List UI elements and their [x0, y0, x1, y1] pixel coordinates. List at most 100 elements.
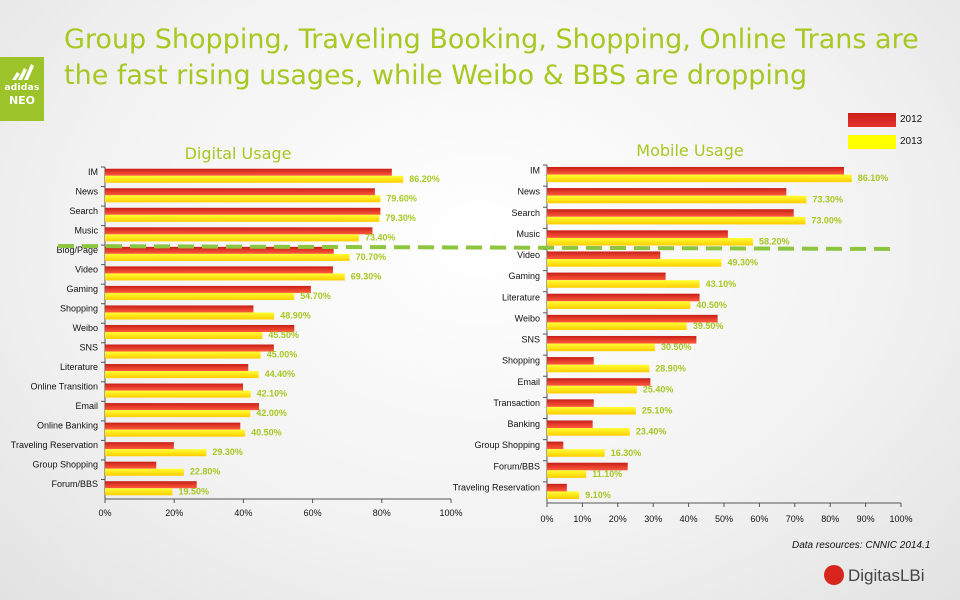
data-source-note: Data resources: CNNIC 2014.1	[792, 540, 931, 551]
mobile-bar-2013	[547, 216, 806, 225]
mobile-x-tick-label: 10%	[573, 514, 591, 524]
digital-bar-2012	[105, 246, 334, 254]
mobile-data-label: 9.10%	[585, 490, 611, 500]
digital-bar-2013	[105, 234, 359, 242]
digital-category-label: Traveling Reservation	[11, 440, 98, 450]
digital-bar-2012	[105, 188, 375, 196]
mobile-bar-2013	[547, 406, 636, 415]
mobile-bar-2012	[547, 335, 697, 344]
mobile-data-label: 28.90%	[655, 363, 686, 373]
digital-data-label: 40.50%	[251, 428, 282, 438]
mobile-bar-2012	[547, 462, 628, 471]
legend-label-2012: 2012	[900, 114, 923, 125]
trend-divider-dashed-line	[57, 244, 893, 251]
digitas-horse-icon	[824, 564, 844, 585]
digital-x-tick-label: 100%	[439, 508, 462, 518]
digital-data-label: 73.40%	[365, 232, 396, 242]
digital-category-label: Music	[74, 225, 98, 235]
digital-bar-2012	[105, 305, 254, 313]
legend-swatch-2013	[848, 135, 896, 149]
mobile-x-tick-label: 20%	[609, 514, 627, 524]
digital-x-tick-label: 40%	[234, 508, 252, 518]
mobile-bar-2012	[547, 441, 564, 450]
mobile-bar-2013	[547, 259, 722, 267]
mobile-category-label: Forum/BBS	[493, 461, 540, 471]
digital-data-label: 79.30%	[385, 213, 416, 223]
digital-data-label: 19.50%	[178, 486, 209, 496]
mobile-bar-2012	[547, 399, 594, 407]
digital-category-label: Email	[75, 401, 98, 411]
digital-category-label: Shopping	[60, 303, 98, 313]
digital-category-label: Gaming	[66, 284, 98, 294]
title-line-2: the fast rising usages, while Weibo & BB…	[64, 60, 808, 91]
digital-data-label: 22.80%	[190, 467, 221, 477]
mobile-data-label: 58.20%	[759, 237, 790, 247]
digital-bar-2013	[105, 371, 259, 379]
adidas-neo-logo: adidas NEO	[0, 57, 44, 121]
mobile-data-label: 30.50%	[661, 342, 692, 352]
digital-x-tick-label: 60%	[304, 508, 322, 518]
mobile-category-label: Video	[517, 250, 540, 260]
digital-bar-2012	[105, 168, 392, 176]
mobile-data-label: 23.40%	[636, 427, 667, 437]
digital-bar-2012	[105, 403, 259, 411]
digital-bar-2013	[105, 292, 295, 300]
digital-bar-2012	[105, 324, 295, 332]
mobile-bar-2012	[547, 483, 567, 492]
digital-data-label: 42.00%	[256, 408, 287, 418]
digital-bar-2012	[105, 422, 241, 430]
mobile-bar-2013	[547, 237, 754, 246]
mobile-bar-2013	[547, 491, 580, 500]
mobile-x-tick-label: 60%	[750, 514, 768, 524]
digital-data-label: 48.90%	[280, 311, 311, 321]
mobile-data-label: 16.30%	[611, 448, 642, 458]
digital-category-label: Forum/BBS	[51, 479, 98, 489]
mobile-bar-2012	[547, 357, 594, 365]
mobile-category-label: IM	[530, 166, 540, 176]
digital-bar-2013	[105, 214, 380, 222]
digital-bar-2013	[105, 312, 275, 320]
digital-category-label: Literature	[60, 362, 98, 372]
digital-bar-2012	[105, 364, 249, 372]
company-name: DigitasLBi	[848, 566, 925, 585]
mobile-data-label: 25.10%	[642, 406, 673, 416]
mobile-bar-2013	[547, 174, 852, 183]
mobile-x-tick-label: 90%	[857, 514, 875, 524]
mobile-data-label: 11.10%	[592, 469, 622, 479]
digital-data-label: 54.70%	[300, 291, 331, 301]
digital-bar-2012	[105, 344, 274, 352]
mobile-category-label: Email	[517, 377, 540, 387]
mobile-bar-2013	[547, 301, 691, 309]
digital-bar-2013	[105, 449, 207, 457]
mobile-category-label: Banking	[507, 419, 540, 429]
mobile-bar-2012	[547, 420, 593, 429]
digital-bar-2013	[105, 410, 251, 418]
mobile-bar-2013	[547, 343, 655, 352]
mobile-category-label: Weibo	[515, 313, 540, 323]
mobile-data-label: 73.30%	[812, 194, 843, 204]
digital-category-label: Online Banking	[37, 421, 98, 431]
mobile-bar-2012	[547, 272, 666, 281]
digital-bar-2012	[105, 227, 373, 235]
mobile-bar-2012	[547, 314, 718, 323]
mobile-x-tick-label: 100%	[889, 514, 912, 524]
mobile-bar-2012	[547, 378, 651, 386]
mobile-x-tick-label: 50%	[715, 514, 733, 524]
mobile-x-tick-label: 0%	[540, 514, 553, 524]
mobile-bar-2013	[547, 449, 605, 457]
page-title: Group Shopping, Traveling Booking, Shopp…	[64, 22, 924, 94]
digital-x-tick-label: 80%	[373, 508, 391, 518]
digital-category-label: Weibo	[73, 323, 98, 333]
mobile-category-label: Shopping	[502, 356, 540, 366]
digital-category-label: Search	[69, 206, 98, 216]
mobile-bar-2013	[547, 428, 630, 436]
digital-category-label: Online Transition	[30, 382, 98, 392]
digital-chart-title: Digital Usage	[185, 144, 292, 163]
mobile-x-tick-label: 80%	[821, 514, 839, 524]
digital-data-label: 45.00%	[267, 350, 298, 360]
mobile-bar-2013	[547, 322, 687, 331]
mobile-category-label: Search	[511, 208, 540, 218]
legend-label-2013: 2013	[900, 136, 923, 147]
digital-bar-2013	[105, 175, 404, 183]
